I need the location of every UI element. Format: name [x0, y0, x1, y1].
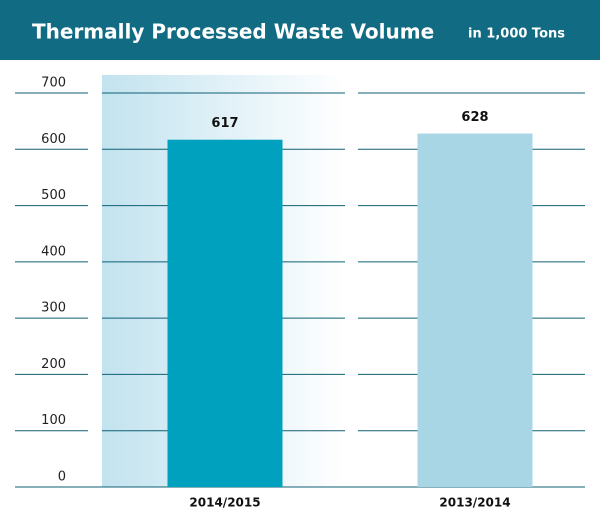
y-tick-label: 300 — [41, 301, 66, 316]
y-tick-label: 700 — [41, 76, 66, 91]
data-label: 628 — [461, 110, 488, 125]
y-tick-label: 200 — [41, 357, 66, 372]
bar — [167, 139, 283, 487]
x-tick-label: 2013/2014 — [439, 496, 510, 510]
y-tick-label: 400 — [41, 244, 66, 259]
y-tick-label: 500 — [41, 188, 66, 203]
y-tick-label: 0 — [58, 470, 66, 485]
chart-title: Thermally Processed Waste Volume — [32, 20, 434, 44]
bar — [417, 133, 533, 488]
y-tick-label: 600 — [41, 132, 66, 147]
chart-subtitle: in 1,000 Tons — [468, 27, 565, 42]
y-tick-label: 100 — [41, 413, 66, 428]
header-banner — [0, 0, 600, 60]
x-tick-label: 2014/2015 — [189, 496, 260, 510]
data-label: 617 — [211, 116, 238, 131]
